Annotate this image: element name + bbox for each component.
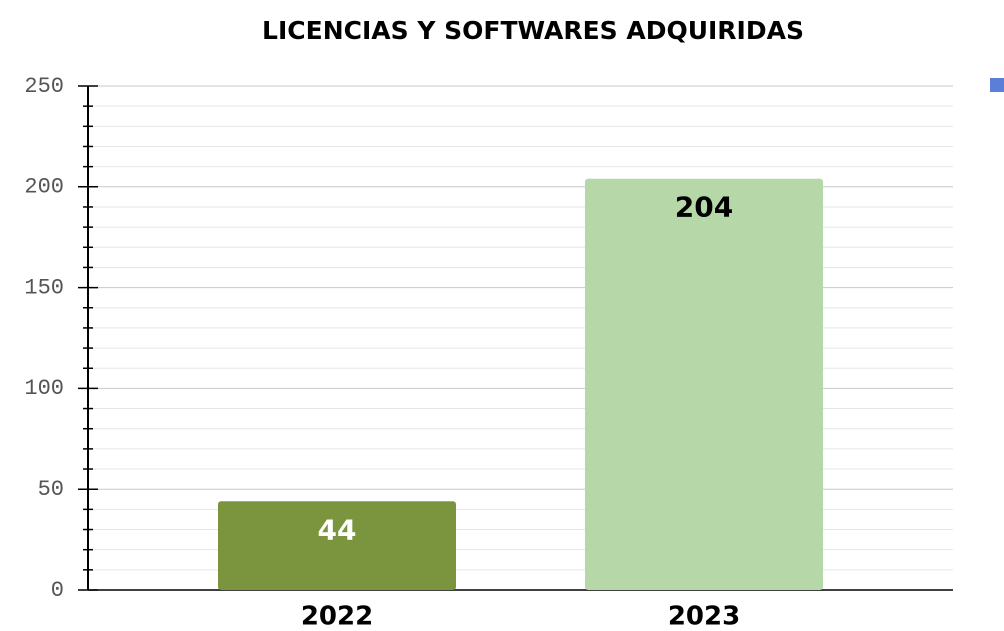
value-label: 204 <box>675 191 733 224</box>
y-tick-label: 0 <box>51 578 64 603</box>
y-tick-label: 250 <box>24 74 64 99</box>
chart-title: LICENCIAS Y SOFTWARES ADQUIRIDAS <box>262 16 804 45</box>
y-tick-label: 150 <box>24 275 64 300</box>
x-tick-label: 2022 <box>301 602 373 631</box>
x-tick-label: 2023 <box>668 602 740 631</box>
bar <box>218 501 456 590</box>
bar <box>585 178 823 590</box>
y-tick-label: 50 <box>38 477 64 502</box>
value-label: 44 <box>318 513 357 546</box>
y-tick-label: 100 <box>24 376 64 401</box>
y-tick-label: 200 <box>24 175 64 200</box>
legend-marker <box>990 78 1004 92</box>
